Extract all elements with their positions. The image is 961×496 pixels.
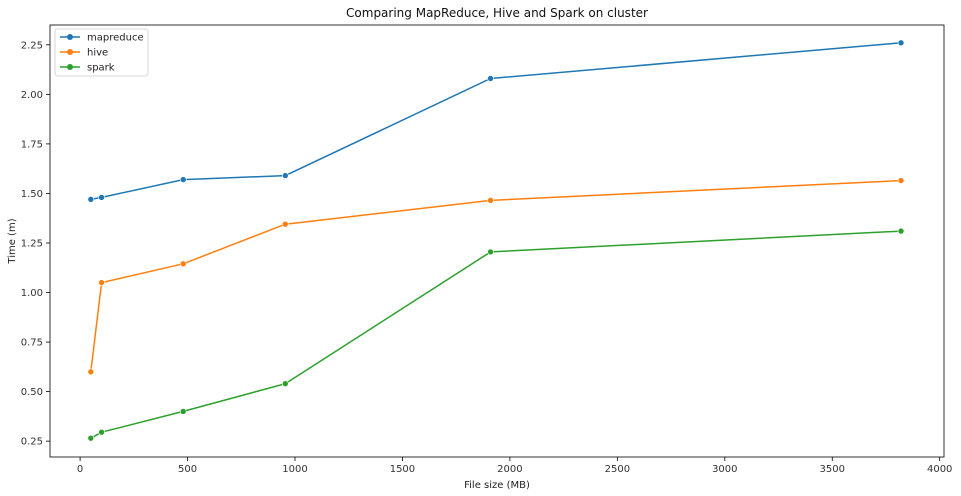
data-point-spark — [897, 227, 905, 235]
data-point-spark — [98, 428, 105, 436]
x-tick-label: 2000 — [497, 464, 522, 475]
x-tick-label: 3000 — [712, 464, 737, 475]
x-axis-title: File size (MB) — [464, 480, 530, 491]
y-tick-label: 1.75 — [21, 139, 43, 150]
y-axis-title: Time (m) — [7, 218, 18, 264]
data-point-spark — [487, 248, 494, 256]
y-tick-label: 2.25 — [21, 40, 43, 51]
series-line-spark — [90, 230, 902, 439]
data-point-spark — [87, 434, 95, 442]
data-point-mapreduce — [487, 75, 494, 82]
data-point-spark — [282, 380, 289, 387]
y-tick-label: 0.50 — [21, 387, 43, 398]
x-tick-label: 2500 — [605, 464, 630, 475]
legend-label-mapreduce: mapreduce — [87, 33, 144, 44]
data-point-mapreduce — [282, 172, 289, 179]
y-tick-label: 2.00 — [21, 90, 43, 101]
x-tick-label: 500 — [178, 464, 197, 475]
data-point-hive — [487, 197, 494, 204]
data-point-spark — [179, 408, 187, 415]
legend-box — [54, 28, 149, 77]
y-tick-label: 1.50 — [21, 189, 43, 200]
legend-label-hive: hive — [87, 48, 108, 59]
x-tick-label: 0 — [77, 464, 83, 475]
data-point-hive — [897, 177, 905, 184]
y-tick-label: 0.25 — [21, 437, 43, 448]
data-point-mapreduce — [87, 196, 95, 203]
data-point-hive — [98, 279, 105, 286]
data-point-hive — [179, 260, 187, 268]
series-line-hive — [90, 179, 902, 372]
chart-title: Comparing MapReduce, Hive and Spark on c… — [346, 6, 648, 20]
x-tick-label: 3500 — [820, 464, 845, 475]
data-point-mapreduce — [98, 194, 105, 201]
data-point-hive — [282, 220, 289, 228]
x-tick-label: 4000 — [927, 464, 952, 475]
x-tick-label: 1500 — [390, 464, 415, 475]
plot-area: 0 500 1000 1500 2000 2500 3000 3500 4000 0.25 0.50… — [21, 39, 952, 475]
legend: mapreduce hive spark — [54, 28, 149, 77]
data-point-hive — [87, 368, 95, 376]
data-point-mapreduce — [179, 176, 187, 183]
legend-marker-hive — [67, 49, 73, 55]
legend-marker-spark — [67, 64, 73, 70]
series-line-mapreduce — [90, 42, 902, 201]
legend-marker-mapreduce — [67, 34, 73, 40]
y-tick-label: 1.00 — [21, 288, 43, 299]
y-tick-label: 1.25 — [21, 238, 43, 249]
plot-frame — [49, 24, 945, 458]
legend-label-spark: spark — [87, 63, 115, 74]
data-point-mapreduce — [897, 39, 905, 47]
x-tick-label: 1000 — [282, 464, 307, 475]
y-tick-label: 0.75 — [21, 338, 43, 349]
